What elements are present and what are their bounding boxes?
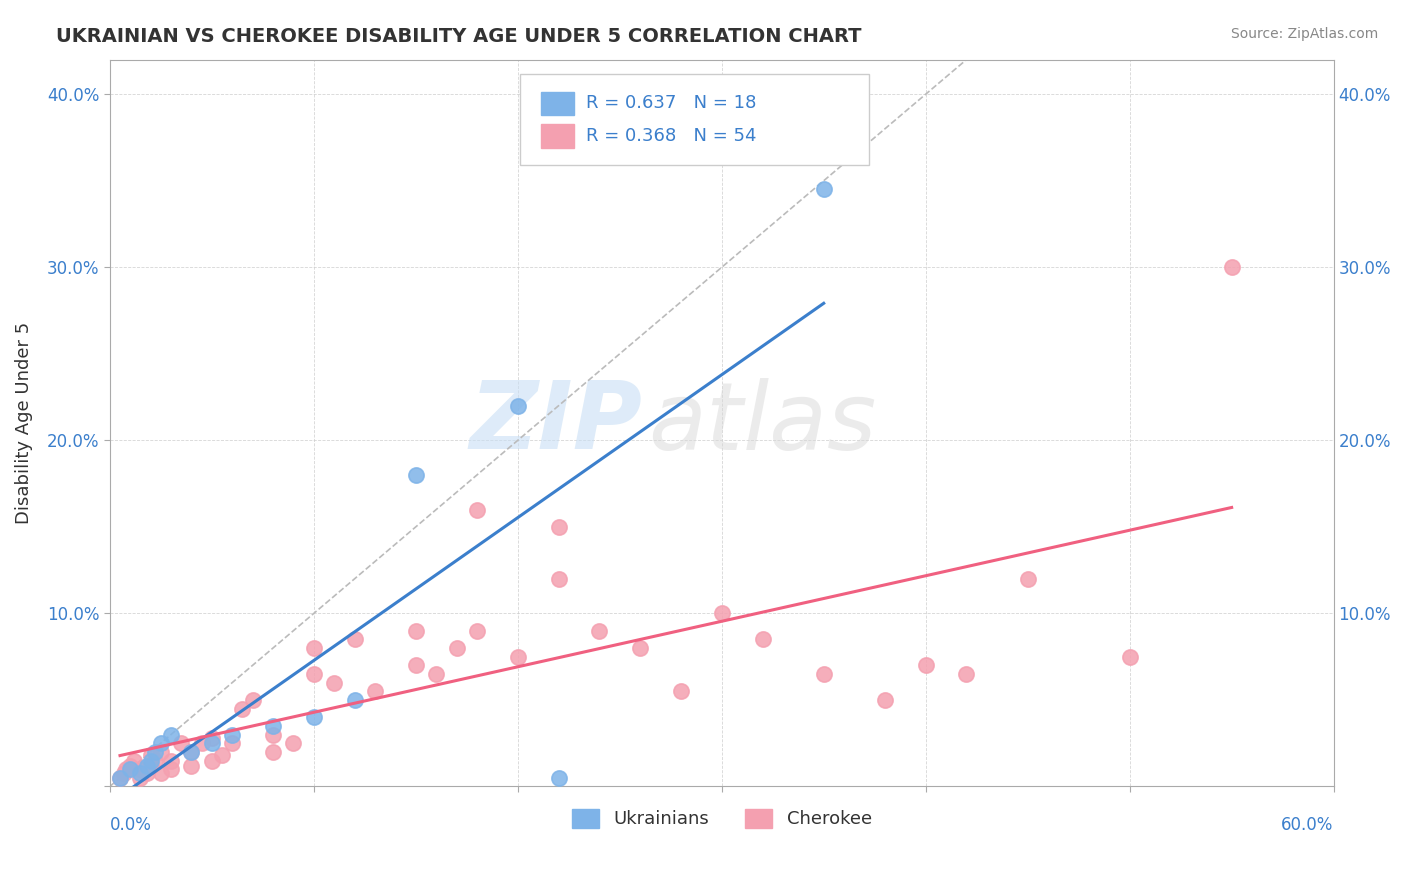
Point [221, 727, 243, 741]
Point [135, 765, 157, 780]
Point [135, 758, 157, 772]
Point [129, 765, 152, 780]
Point [323, 675, 346, 690]
Point [506, 649, 529, 664]
Point [262, 745, 284, 759]
Point [364, 684, 387, 698]
Point [547, 771, 569, 785]
Point [129, 771, 152, 785]
Point [108, 771, 131, 785]
Point [751, 632, 773, 647]
Y-axis label: Disability Age Under 5: Disability Age Under 5 [15, 322, 32, 524]
Point [160, 754, 183, 768]
Text: UKRAINIAN VS CHEROKEE DISABILITY AGE UNDER 5 CORRELATION CHART: UKRAINIAN VS CHEROKEE DISABILITY AGE UND… [56, 27, 862, 45]
Point [405, 624, 427, 638]
Point [124, 754, 146, 768]
Point [465, 502, 488, 516]
Point [112, 765, 135, 780]
Point [547, 572, 569, 586]
Point [506, 399, 529, 413]
Point [914, 658, 936, 673]
Point [139, 754, 162, 768]
Point [425, 667, 447, 681]
Point [143, 754, 166, 768]
FancyBboxPatch shape [540, 92, 574, 115]
Text: 60.0%: 60.0% [1281, 815, 1334, 833]
Point [262, 719, 284, 733]
Point [180, 758, 202, 772]
Point [129, 762, 152, 776]
Point [139, 758, 162, 772]
FancyBboxPatch shape [540, 124, 574, 147]
Point [1220, 260, 1243, 275]
Point [190, 736, 212, 750]
Point [201, 731, 224, 745]
Point [108, 771, 131, 785]
Point [201, 754, 224, 768]
Point [115, 762, 138, 776]
Point [120, 758, 142, 772]
Point [201, 736, 224, 750]
Legend: Ukrainians, Cherokee: Ukrainians, Cherokee [564, 802, 879, 836]
Point [343, 632, 366, 647]
Text: ZIP: ZIP [470, 377, 643, 469]
Point [180, 745, 202, 759]
Point [446, 640, 468, 655]
Point [143, 745, 166, 759]
Point [149, 765, 172, 780]
Point [170, 736, 193, 750]
Point [231, 701, 253, 715]
Point [211, 748, 233, 763]
Text: R = 0.637   N = 18: R = 0.637 N = 18 [586, 95, 756, 112]
Point [710, 607, 733, 621]
Point [405, 467, 427, 482]
Point [120, 762, 142, 776]
Point [1017, 572, 1039, 586]
Point [149, 736, 172, 750]
Text: atlas: atlas [648, 377, 876, 468]
Point [160, 727, 183, 741]
Point [343, 693, 366, 707]
Point [302, 640, 325, 655]
Point [242, 693, 264, 707]
Point [628, 640, 651, 655]
Text: Source: ZipAtlas.com: Source: ZipAtlas.com [1230, 27, 1378, 41]
Point [669, 684, 692, 698]
Text: R = 0.368   N = 54: R = 0.368 N = 54 [586, 127, 756, 145]
Point [160, 762, 183, 776]
Point [813, 182, 835, 196]
Point [588, 624, 610, 638]
Point [302, 710, 325, 724]
Point [283, 736, 305, 750]
Point [262, 727, 284, 741]
Point [873, 693, 896, 707]
Point [302, 667, 325, 681]
Point [139, 748, 162, 763]
Point [547, 520, 569, 534]
Point [149, 745, 172, 759]
Point [813, 667, 835, 681]
Point [465, 624, 488, 638]
Point [955, 667, 977, 681]
Point [221, 736, 243, 750]
Text: 0.0%: 0.0% [110, 815, 152, 833]
Point [405, 658, 427, 673]
FancyBboxPatch shape [520, 74, 869, 165]
Point [180, 745, 202, 759]
Point [1118, 649, 1140, 664]
